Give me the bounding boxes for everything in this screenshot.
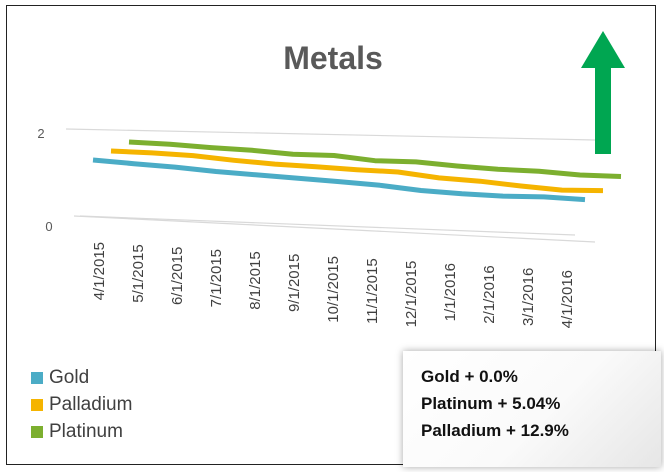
up-arrow-shaft (595, 67, 611, 154)
x-tick-label: 1/1/2016 (442, 263, 459, 321)
legend-label: Palladium (49, 393, 133, 415)
chart-legend: Gold Palladium Platinum (31, 364, 132, 445)
x-tick-label: 6/1/2015 (169, 247, 186, 305)
callout-line-platinum: Platinum + 5.04% (421, 394, 561, 413)
y-tick-label: 2 (37, 126, 44, 141)
legend-item-palladium: Palladium (31, 391, 132, 418)
gridline-top (65, 128, 596, 141)
x-tick-label: 5/1/2015 (130, 244, 147, 302)
callout-line-palladium: Palladium + 12.9% (421, 421, 569, 440)
chart-canvas: 0 2 4/1/2015 5/1/2015 6/1/2015 7/1/2015 8/1/20… (37, 31, 625, 328)
series-line-gold (92, 157, 586, 203)
legend-item-gold: Gold (31, 364, 132, 391)
up-arrow-head (581, 31, 625, 68)
x-tick-label: 7/1/2015 (208, 249, 225, 307)
chart-title: Metals (283, 40, 383, 76)
floor-edge (79, 215, 576, 236)
y-tick-label: 0 (45, 219, 52, 234)
legend-label: Platinum (49, 420, 123, 442)
x-tick-label: 4/1/2015 (91, 242, 108, 300)
x-tick-label: 3/1/2016 (520, 268, 537, 326)
callout-line-gold: Gold + 0.0% (421, 367, 518, 386)
x-tick-label: 4/1/2016 (559, 270, 576, 328)
gridline-base (73, 215, 596, 243)
legend-item-platinum: Platinum (31, 418, 132, 445)
series-line-palladium (110, 148, 604, 194)
legend-swatch (31, 371, 43, 384)
x-tick-label: 9/1/2015 (286, 254, 303, 312)
x-tick-label: 8/1/2015 (247, 251, 264, 309)
x-tick-label: 2/1/2016 (481, 265, 498, 323)
series-line-platinum (128, 139, 622, 179)
legend-label: Gold (49, 366, 90, 388)
chart-frame: 0 2 4/1/2015 5/1/2015 6/1/2015 7/1/2015 8/1/20… (6, 5, 661, 467)
legend-swatch (31, 398, 43, 411)
x-tick-label: 10/1/2015 (325, 256, 342, 323)
x-tick-label: 12/1/2015 (403, 261, 420, 328)
performance-callout: Gold + 0.0% Platinum + 5.04% Palladium +… (403, 351, 661, 467)
x-tick-label: 11/1/2015 (364, 258, 381, 324)
legend-swatch (31, 425, 43, 438)
